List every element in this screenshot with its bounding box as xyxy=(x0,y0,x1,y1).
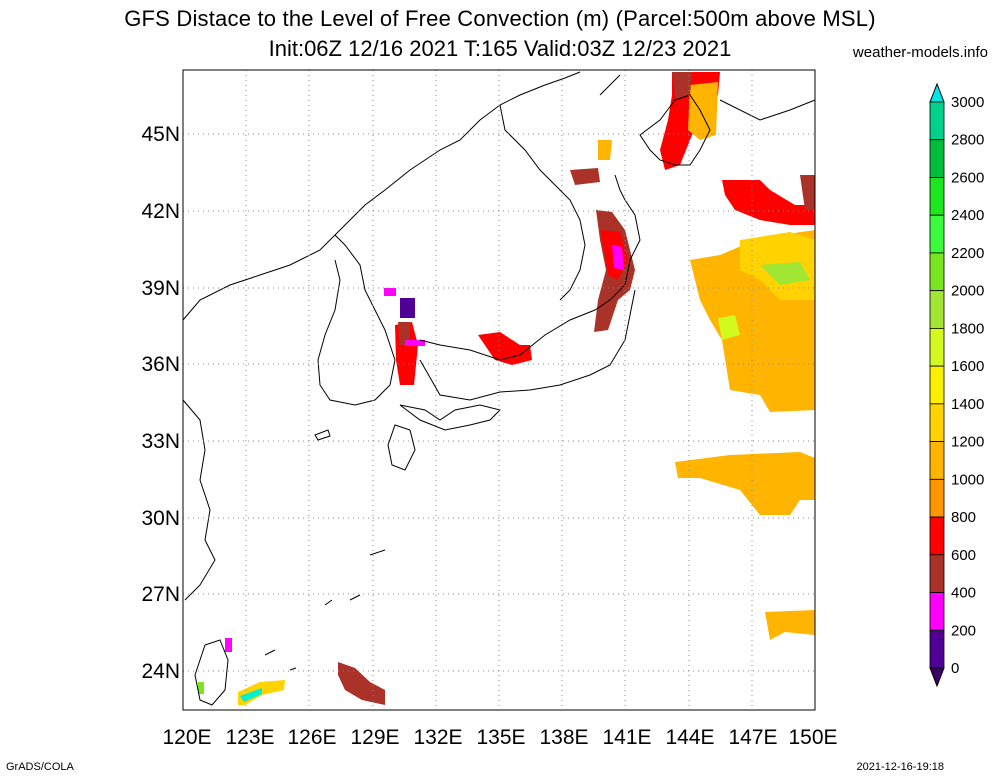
site-credit: weather-models.info xyxy=(852,44,988,61)
colorbar-segment xyxy=(929,554,945,593)
colorbar-segment xyxy=(929,252,945,292)
lon-label: 141E xyxy=(602,726,651,749)
colorbar-segment xyxy=(929,629,945,669)
chart-title: GFS Distace to the Level of Free Convect… xyxy=(124,6,876,31)
colorbar-label: 2400 xyxy=(951,207,984,224)
graticule xyxy=(183,70,815,710)
lon-label: 135E xyxy=(476,726,525,749)
colorbar-segment xyxy=(929,516,945,556)
colorbar-label: 400 xyxy=(951,585,976,602)
colorbar-label: 1200 xyxy=(951,434,984,451)
lon-labels: 120E 123E 126E 129E 132E 135E 138E 141E … xyxy=(162,726,837,749)
lat-label: 36N xyxy=(141,353,180,376)
colorbar-segment xyxy=(929,101,945,141)
lon-label: 123E xyxy=(225,726,274,749)
lat-label: 39N xyxy=(141,277,180,300)
colorbar-label: 800 xyxy=(951,509,976,526)
colorbar-label: 2200 xyxy=(951,245,984,262)
colorbar-label: 2000 xyxy=(951,283,984,300)
colorbar-label: 600 xyxy=(951,547,976,564)
colorbar-label: 1600 xyxy=(951,358,984,375)
colorbar-segment xyxy=(929,290,945,329)
colorbar-segment xyxy=(929,177,945,216)
lat-label: 27N xyxy=(141,583,180,606)
colorbar-segment xyxy=(929,139,945,178)
colorbar-top-arrow xyxy=(929,82,945,103)
colorbar-label: 3000 xyxy=(951,94,984,111)
colorbar-segment xyxy=(929,441,945,480)
chart-subtitle: Init:06Z 12/16 2021 T:165 Valid:03Z 12/2… xyxy=(268,36,732,61)
lat-labels: 45N 42N 39N 36N 33N 30N 27N 24N xyxy=(141,123,180,683)
colorbar: 3000280026002400220020001800160014001200… xyxy=(929,82,984,688)
lon-label: 132E xyxy=(413,726,462,749)
lat-label: 33N xyxy=(141,430,180,453)
colorbar-segment xyxy=(929,592,945,631)
colorbar-label: 1000 xyxy=(951,471,984,488)
lon-label: 129E xyxy=(350,726,399,749)
map-panel xyxy=(182,69,816,711)
lon-label: 147E xyxy=(728,726,777,749)
colorbar-segment xyxy=(929,214,945,254)
colorbar-segment xyxy=(929,403,945,443)
colorbar-label: 2800 xyxy=(951,132,984,149)
footer-credit: GrADS/COLA xyxy=(6,761,74,773)
lat-label: 42N xyxy=(141,200,180,223)
colorbar-label: 0 xyxy=(951,660,959,677)
colorbar-label: 1400 xyxy=(951,396,984,413)
colorbar-label: 1800 xyxy=(951,320,984,337)
colorbar-segment xyxy=(929,327,945,367)
lon-label: 150E xyxy=(788,726,837,749)
colorbar-segment xyxy=(929,478,945,518)
lat-label: 24N xyxy=(141,660,180,683)
coastlines xyxy=(182,71,816,706)
colorbar-segment xyxy=(929,365,945,405)
lon-label: 120E xyxy=(162,726,211,749)
lat-label: 30N xyxy=(141,507,180,530)
lat-label: 45N xyxy=(141,123,180,146)
footer-timestamp: 2021-12-16-19:18 xyxy=(856,761,944,773)
lon-label: 144E xyxy=(665,726,714,749)
lon-label: 138E xyxy=(539,726,588,749)
map-border xyxy=(182,69,816,711)
colorbar-bottom-arrow xyxy=(929,667,945,688)
colorbar-label: 2600 xyxy=(951,169,984,186)
colorbar-label: 200 xyxy=(951,622,976,639)
lfc-field xyxy=(198,72,815,705)
lon-label: 126E xyxy=(287,726,336,749)
